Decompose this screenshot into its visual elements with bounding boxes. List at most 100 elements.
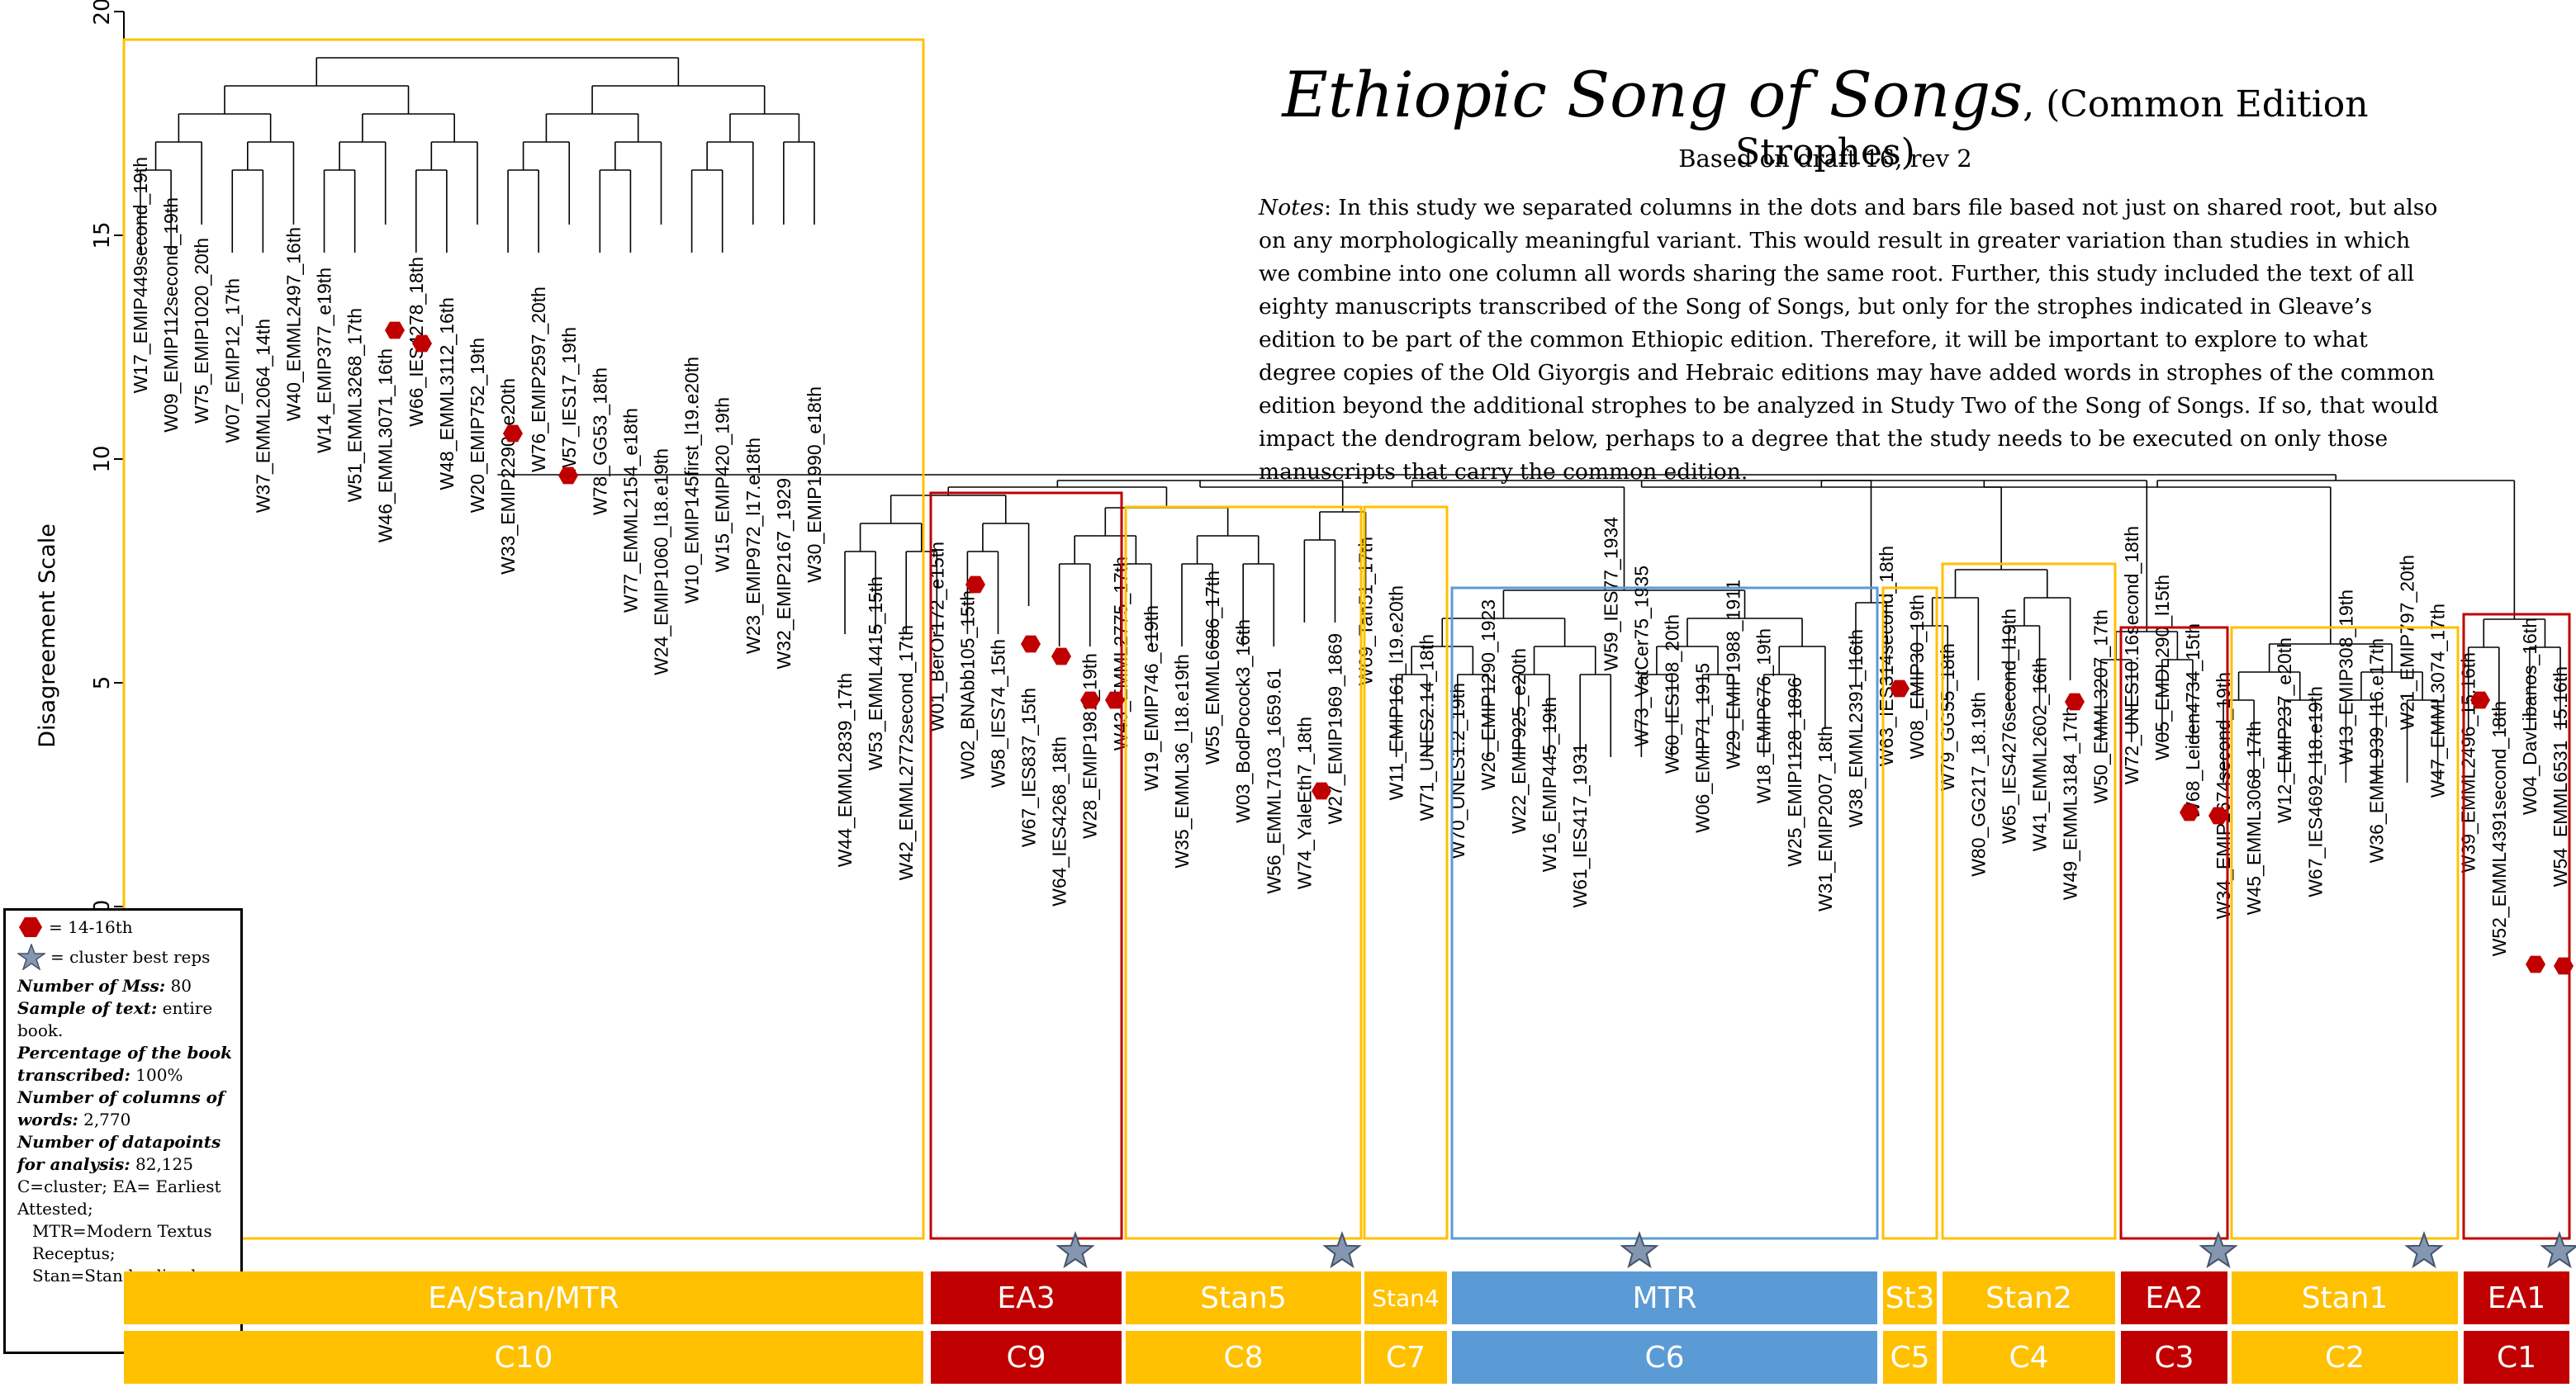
- leaf-label-51: W06_EMIP71_1915: [1692, 663, 1714, 833]
- leaf-label-53: W18_EMIP676_19th: [1753, 628, 1775, 803]
- group-label-c1: EA1: [2464, 1271, 2569, 1324]
- leaf-label-23: W44_EMML2839_17th: [834, 673, 856, 867]
- leaf-label-76: W39_EMML2496_15.16th: [2458, 652, 2479, 873]
- leaf-label-43: W70_UNES1.2_19th: [1447, 683, 1468, 859]
- y-tick-label-15: 15: [90, 221, 115, 249]
- leaf-label-18: W10_EMIP145first_l19.e20th: [681, 357, 703, 604]
- legend-star-label: = cluster best reps: [50, 946, 211, 967]
- leaf-label-13: W76_EMIP2597_20th: [528, 286, 549, 472]
- leaf-label-55: W31_EMIP2007_18th: [1815, 726, 1836, 911]
- group-label-c5: St3: [1883, 1271, 1937, 1324]
- y-axis-label: Disagreement Scale: [35, 523, 60, 748]
- leaf-label-67: W68_Leiden4734_15th: [2182, 623, 2204, 820]
- legend-hex-label: = 14-16th: [49, 916, 133, 937]
- leaf-label-77: W52_EMML4391second_18th: [2488, 701, 2510, 956]
- leaf-label-5: W40_EMML2497_16th: [282, 227, 304, 421]
- leaf-label-71: W67_IES4692_l18.e19th: [2304, 686, 2326, 897]
- star-marker-6: [2540, 1231, 2576, 1269]
- leaf-label-60: W80_GG217_18.19th: [1967, 692, 1989, 877]
- leaf-label-57: W63_IES314second_18th: [1876, 546, 1897, 766]
- leaf-label-35: W55_EMML6686_17th: [1202, 571, 1223, 765]
- legend-hex-row: = 14-16th: [17, 916, 232, 939]
- leaf-label-17: W24_EMIP1060_l18.e19th: [651, 448, 672, 675]
- leaf-label-70: W12_EMIP237_e20th: [2274, 637, 2295, 823]
- hexagon-marker-7: [1051, 647, 1071, 665]
- cluster-box-1: [122, 38, 925, 1240]
- y-tick-label-5: 5: [90, 676, 115, 690]
- leaf-label-66: W05_EMDL290_l15th: [2151, 575, 2173, 760]
- leaf-label-54: W25_EMIP1128_1896: [1784, 677, 1805, 867]
- group-label-c9: EA3: [931, 1271, 1122, 1324]
- leaf-label-25: W42_EMML2772second_17th: [895, 625, 917, 880]
- leaf-label-2: W75_EMIP1020_20th: [191, 238, 212, 424]
- leaf-label-21: W32_EMIP2167_1929: [773, 478, 795, 669]
- cluster-label-c5: C5: [1883, 1331, 1937, 1384]
- leaf-label-10: W48_EMML3112_16th: [436, 297, 458, 490]
- hexagon-marker-6: [1021, 635, 1041, 653]
- cluster-label-c2: C2: [2232, 1331, 2458, 1384]
- leaf-label-7: W51_EMML3268_17th: [344, 308, 366, 502]
- leaf-label-15: W78_GG53_18th: [589, 367, 610, 515]
- leaf-label-52: W29_EMIP1988_1911: [1723, 580, 1744, 769]
- leaf-label-14: W57_IES17_19th: [558, 327, 580, 476]
- notes-text: : In this study we separated columns in …: [1259, 195, 2439, 485]
- cluster-label-c1: C1: [2464, 1331, 2569, 1384]
- cluster-label-c9: C9: [931, 1331, 1122, 1384]
- cluster-label-c4: C4: [1943, 1331, 2115, 1384]
- star-marker-1: [1056, 1231, 1095, 1269]
- leaf-label-11: W20_EMIP752_19th: [467, 338, 488, 513]
- leaf-label-56: W38_EMML2391_l16th: [1845, 629, 1867, 827]
- leaf-label-44: W26_EMIP1290_1923: [1478, 599, 1499, 790]
- group-label-c7: Stan4: [1364, 1271, 1447, 1324]
- leaf-label-69: W45_EMML3068_17th: [2243, 721, 2265, 915]
- legend-mss: Number of Mss: 80: [17, 976, 192, 996]
- hexagon-marker-4: [558, 466, 578, 485]
- leaf-label-27: W02_BNAbb105_15th: [956, 590, 978, 779]
- leaf-label-79: W54_EMML6531_15.16th: [2550, 666, 2571, 887]
- leaf-label-74: W21_EMIP797_20th: [2397, 555, 2418, 730]
- hexagon-marker-1: [385, 321, 405, 339]
- leaf-label-73: W36_EMML939_l16.e17th: [2365, 638, 2387, 863]
- leaf-label-31: W28_EMIP1981_19th: [1079, 653, 1101, 839]
- cluster-box-4: [1363, 505, 1449, 1240]
- cluster-label-c6: C6: [1452, 1331, 1877, 1384]
- draft-subtitle: Based on draft 16, rev 2: [1678, 144, 1972, 173]
- leaf-label-4: W37_EMML2064_14th: [252, 319, 273, 513]
- figure-title: Ethiopic Song of Songs, (Common Edition …: [1239, 58, 2412, 173]
- leaf-label-42: W71_UNES2.14_18th: [1416, 634, 1438, 821]
- notes-label: Notes: [1259, 195, 1325, 220]
- leaf-label-59: W79_GG55_18th: [1937, 643, 1958, 791]
- hexagon-marker-11: [1890, 679, 1909, 698]
- hexagon-marker-9: [1105, 691, 1125, 709]
- cluster-box-9: [2230, 626, 2460, 1240]
- title-main: Ethiopic Song of Songs: [1282, 58, 2023, 131]
- hexagon-marker-8: [1080, 691, 1100, 709]
- star-marker-3: [1620, 1231, 1659, 1269]
- notes-paragraph: Notes: In this study we separated column…: [1259, 192, 2440, 489]
- group-label-c4: Stan2: [1943, 1271, 2115, 1324]
- cluster-box-2: [929, 491, 1123, 1240]
- cluster-box-8: [2119, 626, 2229, 1240]
- hexagon-marker-13: [2180, 803, 2199, 821]
- leaf-label-19: W15_EMIP420_19th: [712, 397, 733, 572]
- group-label-c10: EA/Stan/MTR: [124, 1271, 923, 1324]
- leaf-label-61: W65_IES4276second_l19th: [1998, 608, 2019, 844]
- leaf-label-64: W50_EMML3207_17th: [2090, 609, 2112, 803]
- leaf-label-50: W60_IES108_20th: [1661, 614, 1682, 774]
- legend-columns: Number of columns of words: 2,770: [17, 1087, 225, 1129]
- group-label-c2: Stan1: [2232, 1271, 2458, 1324]
- leaf-label-62: W41_EMML2602_16th: [2028, 657, 2050, 851]
- leaf-label-28: W58_IES74_15th: [987, 639, 1008, 788]
- leaf-label-22: W30_EMIP1990_e18th: [804, 386, 825, 583]
- leaf-label-63: W49_EMML3184_17th: [2060, 706, 2081, 900]
- cluster-box-10: [2462, 613, 2571, 1240]
- hexagon-marker-15: [2470, 691, 2490, 709]
- cluster-label-c10: C10: [124, 1331, 923, 1384]
- hexagon-marker-12: [2065, 693, 2085, 711]
- y-tick-label-20: 20: [90, 0, 115, 26]
- leaf-label-1: W09_EMIP112second_19th: [160, 197, 182, 433]
- cluster-label-c8: C8: [1126, 1331, 1361, 1384]
- leaf-label-36: W03_BodPocock3_16th: [1232, 619, 1254, 823]
- hexagon-marker-3: [503, 424, 523, 443]
